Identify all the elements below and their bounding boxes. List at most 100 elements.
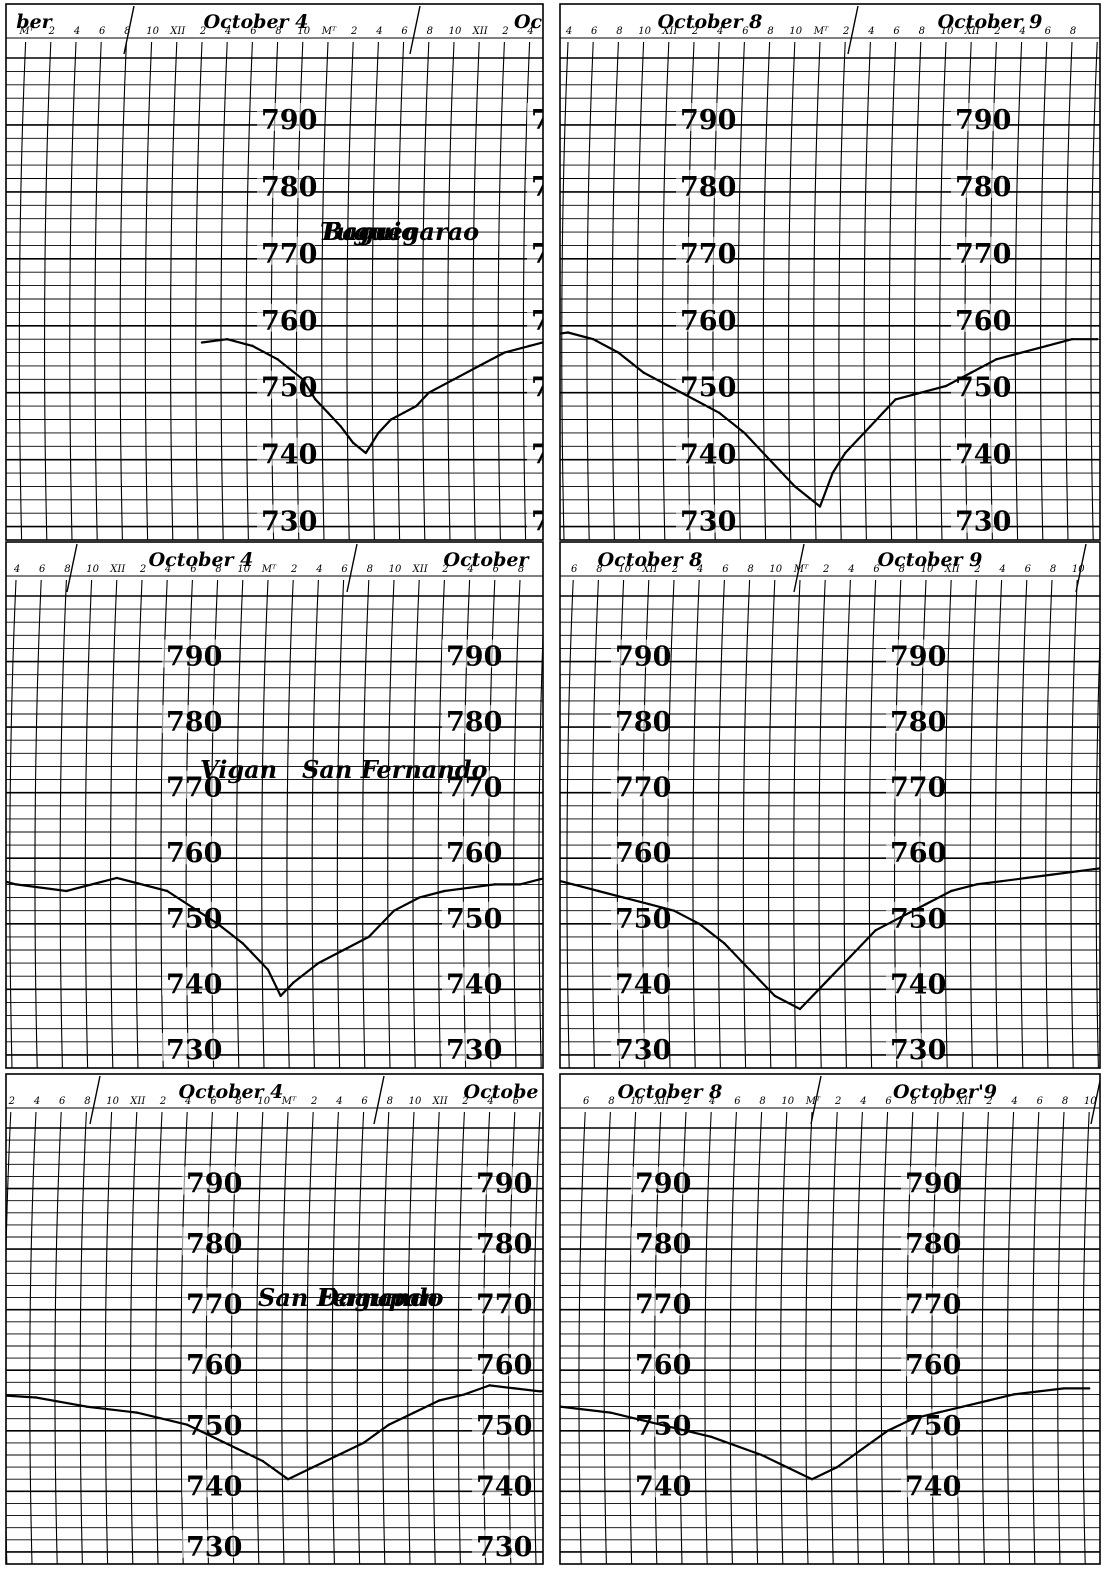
pressure-tick-label: 740 — [186, 1471, 242, 1502]
hour-tick-label: 6 — [742, 26, 749, 37]
hour-tick-label: 6 — [1025, 564, 1032, 575]
hour-gridline — [755, 1112, 761, 1564]
hour-tick-label: 8 — [427, 26, 433, 37]
hour-tick-label: 4 — [13, 564, 20, 575]
hour-tick-label: 10 — [409, 1096, 422, 1107]
pressure-tick-label: 750 — [446, 904, 502, 935]
hour-tick-label: 4 — [164, 564, 171, 575]
pressure-tick-label: 730 — [955, 507, 1011, 538]
pressure-tick-label: 760 — [955, 306, 1011, 337]
hour-gridline — [30, 1112, 36, 1564]
hour-tick-label: 10 — [257, 1096, 270, 1107]
hour-tick-label: 6 — [571, 564, 578, 575]
station-name-label: Vigan — [200, 755, 277, 784]
hour-tick-label: 2 — [834, 1096, 841, 1107]
trace-point — [1000, 880, 1002, 882]
hour-gridline — [145, 42, 151, 540]
pressure-tick-label: 780 — [635, 1229, 691, 1260]
trace-point — [201, 341, 203, 343]
pressure-tick-label: 760 — [905, 1350, 961, 1381]
hour-tick-label: 8 — [919, 26, 925, 37]
hour-gridline — [363, 580, 369, 1068]
trace-point — [592, 338, 594, 340]
hour-tick-label: 8 — [759, 1096, 765, 1107]
pressure-tick-label: 730 — [446, 1035, 502, 1066]
hour-tick-label: 10 — [921, 564, 934, 575]
hour-tick-label: 2 — [48, 26, 55, 37]
hour-gridline — [794, 580, 800, 1068]
hour-gridline — [397, 42, 403, 540]
hour-gridline — [35, 580, 41, 1068]
trace-point — [857, 438, 859, 440]
trace-point — [352, 442, 354, 444]
pressure-trace — [0, 871, 596, 996]
trace-point — [673, 909, 675, 911]
trace-point — [579, 331, 581, 333]
hour-tick-label: 2 — [441, 564, 448, 575]
hour-gridline — [789, 42, 795, 540]
hour-tick-label: XII — [964, 26, 981, 37]
hour-gridline — [612, 42, 618, 540]
hour-gridline — [1021, 580, 1027, 1068]
pressure-tick-label: 790 — [635, 1169, 691, 1200]
hour-tick-label: 10 — [106, 1096, 119, 1107]
hour-gridline — [856, 1112, 862, 1564]
pressure-tick-label: 780 — [446, 707, 502, 738]
trace-point — [216, 923, 218, 925]
hour-tick-label: 6 — [59, 1096, 66, 1107]
hour-tick-label: XII — [412, 564, 429, 575]
trace-point — [428, 392, 430, 394]
pressure-tick-label: 790 — [905, 1169, 961, 1200]
trace-point — [377, 432, 379, 434]
pressure-tick-label: 760 — [680, 306, 736, 337]
trace-point — [869, 425, 871, 427]
pressure-tick-label: 790 — [615, 642, 671, 673]
hour-gridline — [1058, 1112, 1064, 1564]
hour-tick-label: Mᵀ — [281, 1096, 297, 1107]
trace-point — [1071, 338, 1073, 340]
trace-point — [362, 1442, 364, 1444]
trace-point — [844, 452, 846, 454]
hour-tick-label: 10 — [146, 26, 159, 37]
trace-point — [987, 1399, 989, 1401]
hour-gridline — [136, 580, 142, 1068]
trace-point — [660, 1424, 662, 1426]
trace-point — [710, 1436, 712, 1438]
trace-point — [760, 1454, 762, 1456]
hour-tick-label: 4 — [867, 26, 874, 37]
pressure-tick-label: 780 — [166, 707, 222, 738]
pressure-tick-label: 760 — [186, 1350, 242, 1381]
trace-point — [1038, 1390, 1040, 1392]
trace-point — [463, 1393, 465, 1395]
hour-gridline — [781, 1112, 787, 1564]
trace-point — [970, 371, 972, 373]
hour-tick-label: 4 — [716, 26, 723, 37]
trace-point — [15, 883, 17, 885]
hour-gridline — [738, 42, 744, 540]
hour-tick-label: Mᵀ — [321, 26, 337, 37]
hour-tick-label: 8 — [64, 564, 70, 575]
trace-point — [718, 412, 720, 414]
hour-gridline — [473, 42, 479, 540]
pressure-tick-label: 760 — [446, 838, 502, 869]
hour-tick-label: 2 — [8, 1096, 15, 1107]
hour-gridline — [1083, 1112, 1089, 1564]
pressure-tick-label: 790 — [531, 105, 587, 136]
day-label: Octobe — [464, 1081, 539, 1103]
hour-tick-label: 4 — [859, 1096, 866, 1107]
trace-point — [1076, 870, 1078, 872]
hour-tick-label: 8 — [747, 564, 753, 575]
trace-point — [413, 1411, 415, 1413]
pressure-tick-label: 740 — [955, 440, 1011, 471]
trace-point — [768, 458, 770, 460]
hour-gridline — [915, 42, 921, 540]
hour-tick-label: 6 — [250, 26, 257, 37]
hour-gridline — [554, 1112, 560, 1564]
pressure-tick-label: 770 — [905, 1290, 961, 1321]
trace-point — [312, 1466, 314, 1468]
hour-tick-label: 10 — [781, 1096, 794, 1107]
trace-point — [453, 378, 455, 380]
